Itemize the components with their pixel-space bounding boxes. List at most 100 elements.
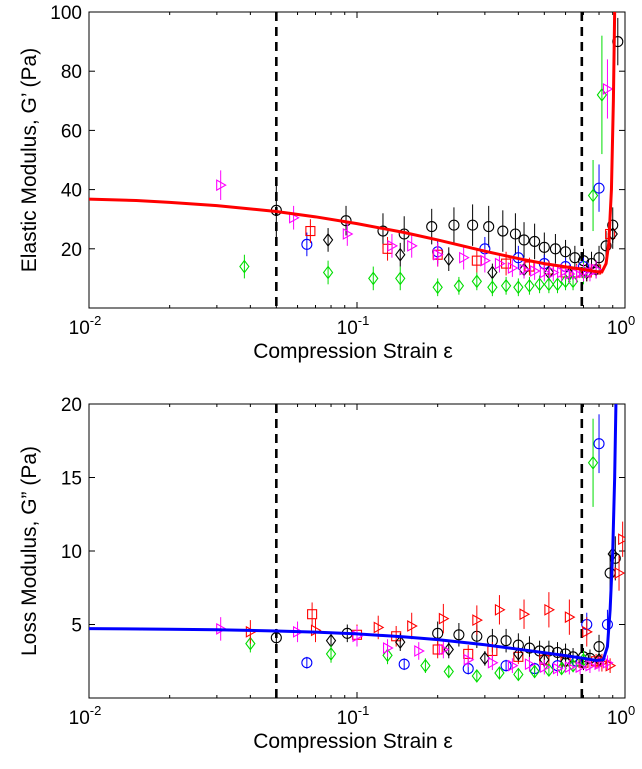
- data-point: [564, 611, 576, 624]
- y-tick-label: 10: [61, 542, 82, 563]
- y-tick-label: 60: [61, 121, 82, 142]
- data-point: [567, 274, 579, 289]
- data-point: [614, 567, 625, 579]
- data-point: [480, 254, 492, 267]
- data-point: [539, 266, 551, 279]
- data-point: [513, 667, 524, 682]
- x-tick-base: 10: [607, 318, 628, 339]
- plot-area: [89, 12, 624, 308]
- data-point: [494, 666, 505, 680]
- data-point: [539, 661, 551, 674]
- x-tick-label: 100: [607, 703, 635, 729]
- data-point: [529, 235, 541, 247]
- data-point: [494, 603, 506, 616]
- fit-curve: [89, 404, 618, 663]
- x-tick-exponent: -1: [358, 313, 370, 328]
- data-point: [245, 636, 256, 651]
- data-point: [239, 259, 250, 274]
- data-point: [501, 258, 512, 269]
- x-tick-exponent: 0: [628, 703, 635, 718]
- x-tick-base: 10: [69, 318, 90, 339]
- x-tick-label: 10-2: [69, 313, 102, 339]
- x-tick-base: 10: [337, 708, 358, 729]
- data-point: [438, 612, 450, 625]
- data-point: [432, 280, 443, 295]
- data-point: [467, 219, 479, 231]
- series-2: [305, 219, 616, 282]
- y-tick-label: 5: [71, 616, 82, 637]
- data-point: [519, 608, 531, 621]
- data-point: [524, 658, 536, 671]
- data-point: [524, 278, 535, 293]
- ticks: [88, 11, 626, 308]
- data-point: [443, 664, 454, 679]
- data-point: [575, 661, 587, 674]
- y-tick-label: 20: [61, 395, 82, 416]
- series-5: [245, 521, 625, 674]
- y-tick-label: 100: [50, 3, 82, 24]
- data-point: [593, 640, 605, 653]
- data-point: [398, 658, 410, 670]
- data-point: [543, 663, 555, 677]
- data-point: [587, 188, 599, 203]
- y-tick-label: 80: [61, 62, 82, 83]
- data-point: [368, 271, 379, 286]
- data-point: [557, 266, 568, 279]
- data-point: [270, 632, 282, 644]
- data-point: [618, 533, 625, 546]
- data-point: [487, 280, 498, 295]
- data-point: [479, 651, 491, 666]
- data-point: [587, 455, 599, 470]
- data-point: [530, 265, 541, 277]
- y-tick-label: 20: [61, 240, 82, 261]
- data-point: [507, 262, 519, 274]
- data-point: [373, 621, 385, 634]
- data-point: [582, 625, 593, 638]
- data-point: [529, 664, 540, 679]
- data-point: [433, 248, 444, 261]
- data-point: [594, 658, 606, 671]
- data-point: [453, 278, 465, 293]
- data-point: [600, 240, 612, 252]
- data-point: [513, 646, 524, 661]
- data-point: [593, 438, 605, 450]
- data-point: [471, 274, 483, 289]
- data-point: [509, 228, 521, 240]
- data-point: [395, 271, 406, 286]
- data-point: [552, 662, 564, 675]
- series-4: [245, 418, 599, 683]
- data-point: [500, 278, 512, 293]
- data-point: [538, 241, 550, 253]
- data-point: [459, 251, 470, 264]
- data-point: [377, 225, 389, 237]
- y-axis-label: Elastic Modulus, G’ (Pa): [18, 48, 41, 272]
- series-1: [301, 414, 613, 675]
- data-point: [395, 247, 406, 262]
- series-4: [239, 35, 608, 297]
- data-point: [216, 179, 227, 192]
- series-0: [270, 17, 624, 276]
- data-point: [432, 644, 443, 655]
- x-tick-exponent: -2: [90, 703, 102, 718]
- x-tick-base: 10: [69, 708, 90, 729]
- data-point: [593, 182, 605, 194]
- x-tick-exponent: 0: [628, 313, 635, 328]
- ticks: [88, 403, 626, 698]
- data-point: [534, 277, 545, 292]
- data-point: [322, 233, 334, 247]
- data-point: [560, 274, 571, 289]
- data-point: [500, 660, 512, 672]
- x-tick-exponent: -2: [90, 313, 102, 328]
- data-point: [322, 265, 334, 280]
- fit-curve: [89, 12, 617, 274]
- data-point: [414, 645, 425, 657]
- data-point: [420, 658, 431, 673]
- data-point: [443, 252, 454, 267]
- data-point: [438, 643, 450, 656]
- data-point: [463, 653, 475, 666]
- y-tick-label: 40: [61, 181, 82, 202]
- x-tick-label: 10-1: [337, 313, 370, 339]
